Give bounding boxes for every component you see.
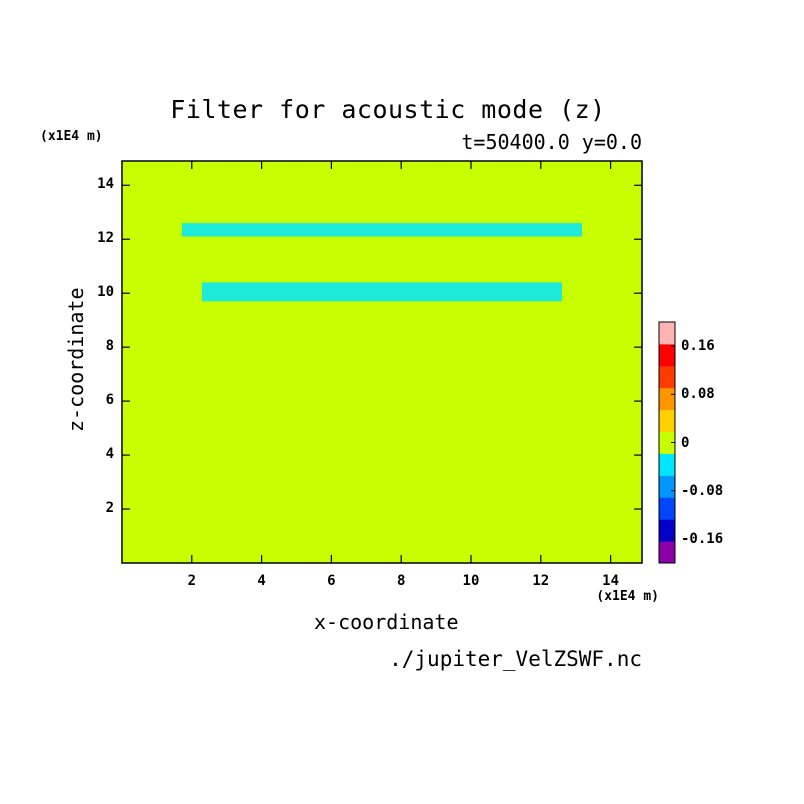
colorbar-tick-label: 0 [681, 434, 690, 451]
x-axis-ticks [191, 161, 612, 563]
plot-frame [121, 160, 643, 564]
x-tick-label: 14 [602, 573, 619, 589]
colorbar-swatch [659, 431, 675, 454]
colorbar-frame [658, 321, 676, 564]
colorbar-swatch [659, 322, 675, 345]
chart-title: Filter for acoustic mode (z) [170, 95, 606, 124]
y-axis-label: z-coordinate [64, 287, 88, 433]
colorbar-tick-label: 0.08 [681, 386, 715, 403]
y-axis-unit: (x1E4 m) [40, 129, 103, 144]
y-tick-label: 10 [97, 284, 114, 301]
y-tick-label: 14 [97, 176, 114, 193]
x-axis-unit: (x1E4 m) [596, 589, 659, 604]
x-axis-label: x-coordinate [314, 610, 459, 634]
heatmap-band [162, 198, 382, 213]
y-axis-ticks [122, 184, 642, 510]
x-tick-label: 4 [257, 573, 266, 589]
colorbar-tick-label: 0.16 [681, 338, 715, 355]
colorbar [659, 322, 675, 564]
x-tick-label: 12 [532, 573, 550, 589]
heatmap-plot-area [121, 160, 643, 564]
source-filename: ./jupiter_VelZSWF.nc [389, 647, 642, 671]
colorbar-swatch [659, 519, 675, 542]
y-tick-label: 4 [105, 446, 114, 463]
heatmap-band [202, 282, 382, 302]
colorbar-swatch [659, 365, 675, 389]
y-tick-label: 8 [105, 338, 114, 355]
x-tick-label: 8 [396, 573, 406, 589]
x-tick-label: 2 [187, 573, 197, 589]
colorbar-swatch [659, 497, 675, 520]
colorbar-swatch [659, 387, 675, 411]
colorbar-tick-label: -0.08 [681, 482, 724, 499]
x-tick-label: 10 [462, 573, 480, 589]
heatmap-blobs-left [122, 161, 382, 563]
colorbar-swatch [659, 409, 675, 433]
y-tick-label: 6 [105, 392, 114, 409]
heatmap-band [122, 161, 382, 172]
heatmap-band [182, 223, 382, 237]
y-tick-label: 2 [105, 500, 114, 517]
colorbar-tick-label: -0.16 [681, 530, 724, 547]
colorbar-swatch [659, 453, 675, 476]
x-tick-label: 6 [327, 573, 336, 589]
chart-subtitle: t=50400.0 y=0.0 [461, 130, 642, 154]
heatmap-field [122, 161, 642, 563]
colorbar-swatch [659, 541, 675, 564]
colorbar-swatch [659, 475, 675, 498]
y-tick-label: 12 [97, 230, 114, 247]
colorbar-swatch [659, 343, 675, 367]
